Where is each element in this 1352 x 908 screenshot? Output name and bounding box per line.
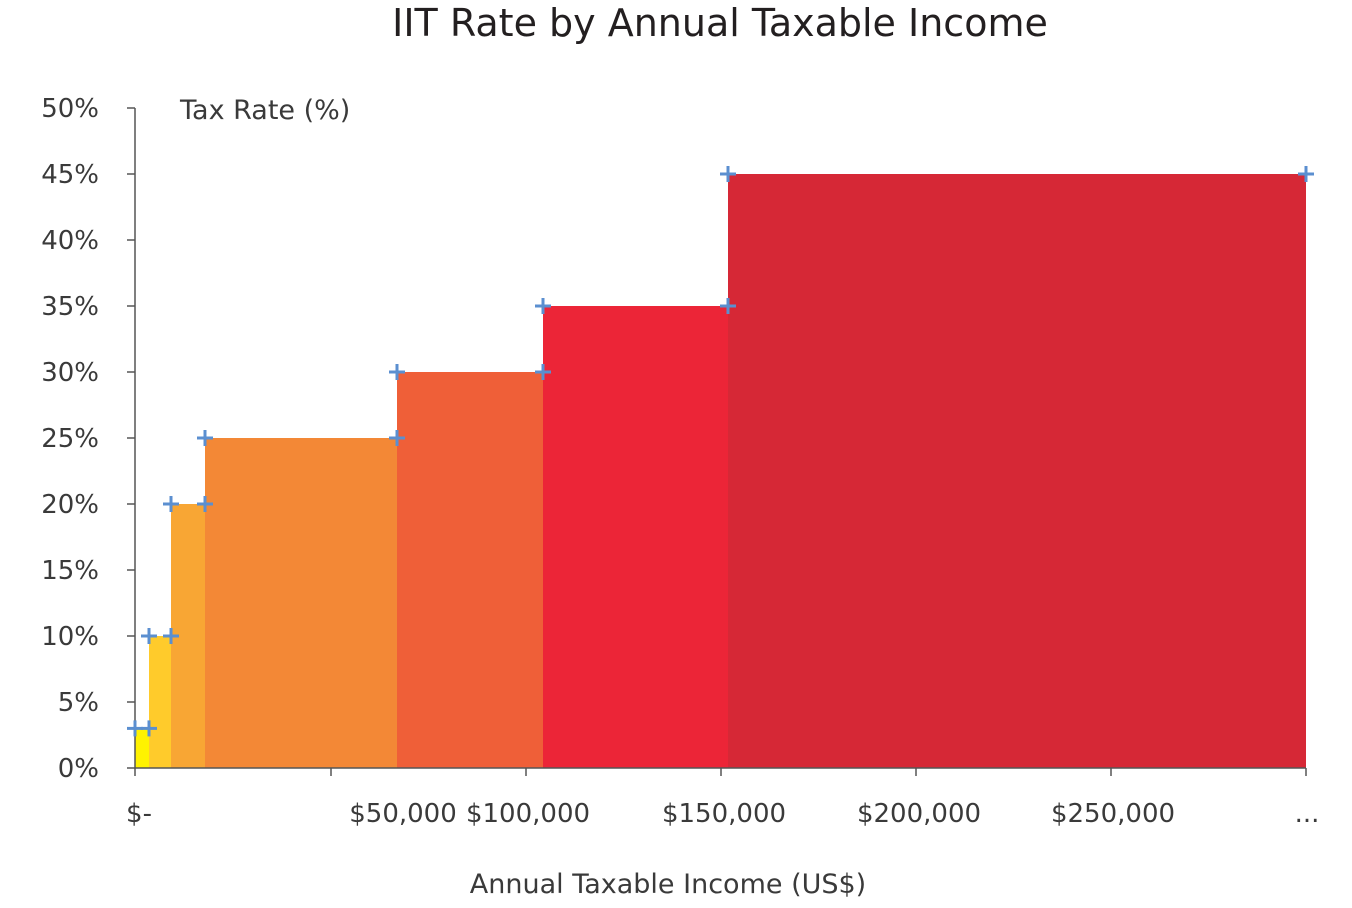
data-point-marker bbox=[720, 166, 736, 182]
y-tick-label: 30% bbox=[41, 358, 99, 388]
data-point-marker bbox=[720, 298, 736, 314]
bracket-bar bbox=[135, 728, 149, 768]
data-point-marker bbox=[535, 364, 551, 380]
x-tick-label: $- bbox=[126, 799, 152, 829]
y-axis-ticks: 0% 5% 10% 15% 20% 25% 30% 35% 40% 45% 50% bbox=[41, 94, 135, 784]
x-tick-label: $50,000 bbox=[349, 799, 457, 829]
chart-title: IIT Rate by Annual Taxable Income bbox=[392, 1, 1048, 45]
data-point-marker bbox=[389, 364, 405, 380]
bracket-areas bbox=[135, 174, 1306, 768]
y-tick-label: 5% bbox=[58, 688, 99, 718]
x-tick-label: $150,000 bbox=[662, 799, 786, 829]
y-tick-label: 25% bbox=[41, 424, 99, 454]
bracket-bar bbox=[397, 372, 543, 768]
x-tick-label: ... bbox=[1295, 799, 1320, 829]
bracket-bar bbox=[543, 306, 728, 768]
data-point-marker bbox=[197, 496, 213, 512]
y-tick-label: 50% bbox=[41, 94, 99, 124]
y-tick-label: 35% bbox=[41, 292, 99, 322]
data-point-marker bbox=[163, 496, 179, 512]
data-point-marker bbox=[141, 628, 157, 644]
y-tick-label: 20% bbox=[41, 490, 99, 520]
x-tick-label: $100,000 bbox=[466, 799, 590, 829]
bracket-bar bbox=[149, 636, 171, 768]
bracket-bar bbox=[205, 438, 397, 768]
y-axis-label: Tax Rate (%) bbox=[179, 95, 350, 126]
data-point-marker bbox=[535, 298, 551, 314]
bracket-markers bbox=[127, 166, 1314, 737]
data-point-marker bbox=[127, 720, 143, 737]
data-point-marker bbox=[1298, 166, 1314, 182]
x-axis-ticks: $- $50,000 $100,000 $150,000 $200,000 $250,00… bbox=[126, 768, 1319, 829]
x-tick-label: $200,000 bbox=[857, 799, 981, 829]
y-tick-label: 40% bbox=[41, 226, 99, 256]
y-tick-label: 45% bbox=[41, 160, 99, 190]
x-tick-label: $250,000 bbox=[1051, 799, 1175, 829]
y-tick-label: 10% bbox=[41, 622, 99, 652]
data-point-marker bbox=[141, 720, 157, 737]
y-tick-label: 15% bbox=[41, 556, 99, 586]
data-point-marker bbox=[389, 430, 405, 446]
x-axis-label: Annual Taxable Income (US$) bbox=[470, 869, 866, 900]
data-point-marker bbox=[197, 430, 213, 446]
bracket-bar bbox=[728, 174, 1306, 768]
data-point-marker bbox=[163, 628, 179, 644]
y-tick-label: 0% bbox=[58, 754, 99, 784]
